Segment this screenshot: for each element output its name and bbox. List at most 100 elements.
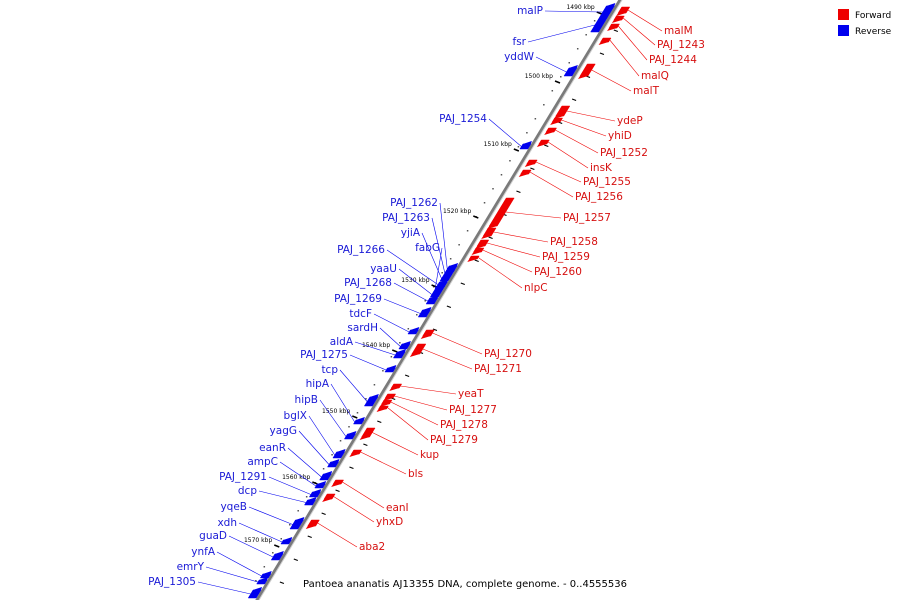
forward-gene-label[interactable]: PAJ_1243 [657,39,705,51]
reverse-gene-label[interactable]: yagG [270,425,297,437]
forward-gene-block[interactable] [331,479,345,487]
reverse-gene-label[interactable]: PAJ_1269 [334,293,382,305]
reverse-gene-block[interactable] [247,587,263,599]
forward-gene-label[interactable]: PAJ_1279 [430,434,478,446]
forward-gene-block[interactable] [383,393,397,401]
forward-gene-block[interactable] [471,247,485,255]
reverse-gene-block[interactable] [439,273,453,282]
forward-gene-label[interactable]: PAJ_1257 [563,212,611,224]
forward-gene-label[interactable]: PAJ_1271 [474,363,522,375]
reverse-gene-block[interactable] [327,459,340,468]
reverse-gene-label[interactable]: bglX [284,410,307,422]
reverse-gene-block[interactable] [289,517,305,530]
forward-gene-label[interactable]: malM [664,25,693,37]
forward-gene-block[interactable] [598,37,612,45]
forward-gene-block[interactable] [322,493,336,502]
reverse-gene-block[interactable] [319,471,333,481]
forward-gene-label[interactable]: eanI [386,502,409,514]
forward-gene-label[interactable]: malQ [641,70,669,82]
forward-gene-label[interactable]: PAJ_1270 [484,348,532,360]
forward-gene-block[interactable] [475,239,490,249]
reverse-gene-block[interactable] [417,307,432,318]
forward-gene-block[interactable] [359,427,376,440]
reverse-gene-label[interactable]: ynfA [191,546,216,558]
forward-gene-label[interactable]: PAJ_1258 [550,236,598,248]
reverse-gene-block[interactable] [563,65,578,77]
reverse-gene-block[interactable] [392,349,407,359]
reverse-gene-block[interactable] [332,449,346,459]
forward-gene-label[interactable]: PAJ_1256 [575,191,623,203]
reverse-gene-block[interactable] [425,295,439,305]
forward-gene-label[interactable]: ydeP [617,115,643,127]
reverse-gene-block[interactable] [259,571,272,579]
forward-gene-block[interactable] [536,139,550,147]
reverse-gene-block[interactable] [384,365,397,373]
reverse-gene-block[interactable] [256,577,269,585]
reverse-gene-label[interactable]: sardH [347,322,378,334]
reverse-gene-label[interactable]: yqeB [220,501,247,513]
forward-gene-label[interactable]: PAJ_1255 [583,176,631,188]
forward-gene-label[interactable]: PAJ_1252 [600,147,648,159]
reverse-gene-label[interactable]: hipA [306,378,330,390]
reverse-gene-block[interactable] [519,141,532,150]
forward-gene-label[interactable]: insK [590,162,613,174]
forward-gene-block[interactable] [467,255,480,262]
reverse-gene-label[interactable]: PAJ_1305 [148,576,196,588]
forward-gene-block[interactable] [544,127,558,135]
reverse-gene-block[interactable] [343,431,357,440]
forward-gene-block[interactable] [524,159,538,167]
forward-gene-block[interactable] [578,63,596,79]
reverse-gene-block[interactable] [363,394,379,407]
reverse-gene-label[interactable]: fabG [415,242,440,254]
reverse-gene-label[interactable]: yaaU [370,263,397,275]
reverse-gene-label[interactable]: hipB [295,394,318,406]
reverse-gene-block[interactable] [432,283,446,293]
forward-gene-label[interactable]: PAJ_1278 [440,419,488,431]
forward-gene-block[interactable] [550,117,564,125]
reverse-gene-label[interactable]: malP [517,5,543,17]
reverse-gene-block[interactable] [280,537,293,545]
forward-gene-block[interactable] [611,15,625,23]
forward-gene-block[interactable] [518,169,532,177]
reverse-gene-label[interactable]: fsr [513,36,527,48]
reverse-gene-label[interactable]: PAJ_1262 [390,197,438,209]
reverse-gene-label[interactable]: emrY [177,561,205,573]
forward-gene-label[interactable]: yeaT [458,388,484,400]
reverse-gene-label[interactable]: PAJ_1266 [337,244,385,256]
forward-gene-label[interactable]: yhiD [608,130,632,142]
reverse-gene-label[interactable]: PAJ_1275 [300,349,348,361]
reverse-gene-label[interactable]: aldA [330,336,354,348]
reverse-gene-block[interactable] [590,15,609,33]
forward-gene-block[interactable] [376,405,389,412]
forward-gene-block[interactable] [349,449,363,457]
forward-gene-block[interactable] [481,227,497,239]
reverse-gene-label[interactable]: eanR [259,442,286,454]
reverse-gene-label[interactable]: guaD [199,530,227,542]
forward-gene-label[interactable]: PAJ_1259 [542,251,590,263]
forward-gene-block[interactable] [420,329,435,339]
forward-gene-label[interactable]: PAJ_1260 [534,266,582,278]
reverse-gene-label[interactable]: PAJ_1263 [382,212,430,224]
reverse-gene-block[interactable] [308,489,322,498]
reverse-gene-block[interactable] [304,497,317,506]
reverse-gene-label[interactable]: xdh [217,517,237,529]
forward-gene-label[interactable]: malT [633,85,660,97]
reverse-gene-label[interactable]: yjiA [401,227,421,239]
reverse-gene-block[interactable] [270,551,284,561]
reverse-gene-block[interactable] [314,481,327,489]
reverse-gene-label[interactable]: PAJ_1268 [344,277,392,289]
reverse-gene-block[interactable] [442,267,456,277]
forward-gene-label[interactable]: PAJ_1277 [449,404,497,416]
reverse-gene-label[interactable]: tdcF [349,308,372,320]
reverse-gene-block[interactable] [398,341,411,350]
forward-gene-block[interactable] [409,343,427,357]
forward-gene-label[interactable]: yhxD [376,516,403,528]
reverse-gene-label[interactable]: PAJ_1291 [219,471,267,483]
reverse-gene-block[interactable] [407,327,420,335]
reverse-gene-label[interactable]: dcp [238,485,257,497]
reverse-gene-label[interactable]: ampC [247,456,278,468]
forward-gene-block[interactable] [607,23,620,31]
forward-gene-label[interactable]: aba2 [359,541,385,553]
forward-gene-label[interactable]: kup [420,449,439,461]
forward-gene-label[interactable]: PAJ_1244 [649,54,697,66]
